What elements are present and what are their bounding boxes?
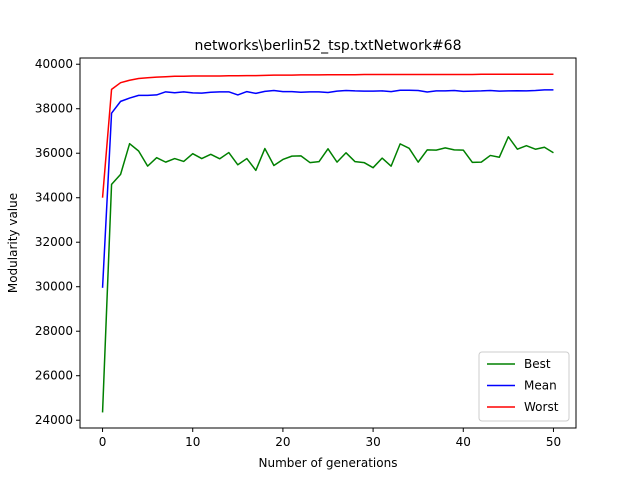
legend: Best Mean Worst — [478, 351, 570, 422]
x-tick-label: 30 — [365, 435, 380, 449]
x-tick-label: 50 — [546, 435, 561, 449]
y-axis: 24000 26000 28000 30000 32000 34000 36000 38000… — [35, 57, 80, 427]
series-lines — [101, 73, 554, 413]
y-tick-label: 30000 — [35, 280, 73, 294]
x-tick-label: 40 — [456, 435, 471, 449]
series-line-best — [101, 136, 554, 413]
x-tick-label: 10 — [185, 435, 200, 449]
y-tick-label: 32000 — [35, 235, 73, 249]
y-tick-label: 24000 — [35, 413, 73, 427]
series-line-mean — [101, 89, 554, 288]
y-tick-label: 38000 — [35, 102, 73, 116]
x-axis: 0 10 20 30 40 50 — [99, 428, 561, 449]
legend-label-best: Best — [524, 357, 551, 371]
legend-box — [478, 351, 570, 422]
x-tick-label: 0 — [99, 435, 107, 449]
chart-title: networks\berlin52_tsp.txtNetwork#68 — [195, 38, 462, 54]
legend-label-worst: Worst — [524, 400, 559, 414]
series-line-worst — [101, 73, 554, 198]
plot-area-frame — [79, 57, 577, 429]
legend-label-mean: Mean — [524, 379, 557, 393]
x-tick-label: 20 — [275, 435, 290, 449]
y-tick-label: 28000 — [35, 324, 73, 338]
x-axis-label: Number of generations — [259, 456, 398, 470]
y-axis-label: Modularity value — [6, 193, 20, 293]
y-tick-label: 34000 — [35, 191, 73, 205]
y-tick-label: 26000 — [35, 369, 73, 383]
y-tick-label: 36000 — [35, 146, 73, 160]
y-tick-label: 40000 — [35, 57, 73, 71]
